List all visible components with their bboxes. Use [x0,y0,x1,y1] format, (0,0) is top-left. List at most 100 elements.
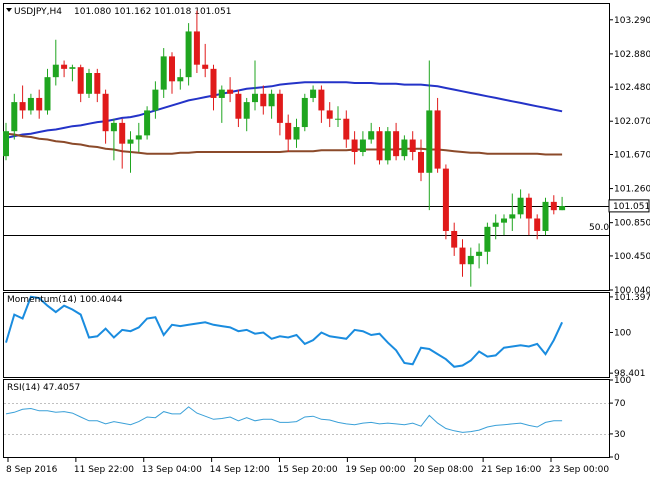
current-price-label: 101.051 [613,202,650,212]
rsi-tick-label: 0 [614,453,620,463]
candle-body [285,122,292,140]
candle-body [525,197,532,219]
candle-body [276,93,283,123]
symbol-label: USDJPY,H4 [14,7,62,17]
candle-body [318,89,325,111]
fib-level-label: 50.0 [589,223,609,233]
candle-body [19,102,26,111]
candle-body [202,64,209,69]
candle-body [77,67,84,94]
candle-body [260,93,267,107]
rsi-tick-label: 70 [614,399,626,409]
momentum-axis-ticks: 101.397 100 98.401 [609,293,650,379]
candle-body [301,97,308,128]
rsi-panel-frame [3,379,610,458]
candle-body [384,131,391,161]
candle-body [550,201,557,211]
candle-body [185,31,192,78]
candle-body [492,222,499,227]
moving-average-slow-line [5,132,563,156]
price-tick-label: 101.260 [614,185,650,195]
candle-body [418,151,424,173]
candle-body [559,206,566,211]
candle-body [119,122,126,144]
rsi-tick-label: 30 [614,430,626,440]
candle-body [442,168,449,231]
candle-body [27,97,34,111]
candle-body [542,201,549,231]
candle-body [127,139,134,144]
candle-body [393,131,400,157]
candle-body [252,93,258,103]
time-tick-label: 8 Sep 2016 [6,465,58,475]
time-tick-label: 13 Sep 04:00 [142,465,202,475]
time-tick-label: 23 Sep 00:00 [549,465,609,475]
price-level-lines [4,206,609,236]
rsi-title: RSI(14) 47.4057 [7,383,80,393]
candle-body [451,230,458,248]
momentum-title: Momentum(14) 100.4044 [7,295,123,305]
candle-body [368,131,375,140]
candle-body [359,139,366,152]
rsi-level-lines [4,403,609,435]
time-tick-label: 11 Sep 22:00 [74,465,134,475]
momentum-tick-label: 101.397 [614,293,650,303]
candle-body [326,110,333,119]
candle-body [61,64,68,69]
price-tick-label: 100.040 [614,286,650,296]
rsi-axis-ticks: 100 70 30 0 [609,376,631,463]
price-tick-label: 102.880 [614,50,650,60]
candle-body [36,97,43,111]
candle-body [94,73,101,94]
price-axis-ticks: 103.290 102.880 102.480 102.070 101.670 101.2… [609,16,650,296]
rsi-line [5,406,563,433]
candlesticks [3,10,566,287]
rsi-series-line [5,406,563,433]
candle-body [135,135,142,140]
current-price-marker: 101.051 [608,199,650,213]
candle-body [3,131,9,157]
time-tick-label: 19 Sep 00:00 [345,465,405,475]
time-tick-label: 14 Sep 12:00 [210,465,270,475]
candle-body [467,255,474,265]
time-tick-label: 21 Sep 16:00 [481,465,541,475]
candle-body [376,131,383,161]
candle-body [268,93,275,107]
price-tick-label: 102.070 [614,117,650,127]
momentum-series-line [5,295,564,368]
time-tick-label: 15 Sep 20:00 [278,465,338,475]
candle-body [177,77,184,82]
candle-body [434,110,441,169]
collapse-triangle-icon[interactable] [6,8,12,12]
price-tick-label: 103.290 [614,16,650,26]
price-tick-label: 100.850 [614,219,650,229]
candle-body [44,77,51,111]
rsi-tick-label: 100 [614,376,631,386]
candle-body [152,89,159,111]
momentum-line [5,295,564,368]
candle-body [160,56,167,90]
candle-body [343,118,350,140]
momentum-tick-label: 100 [614,328,631,338]
candle-body [501,218,507,223]
candle-body [169,56,175,82]
momentum-panel-frame [3,292,610,378]
momentum-tick-label: 98.401 [614,369,646,379]
candle-body [351,139,358,152]
candle-body [517,197,524,215]
candle-body [235,93,242,119]
candle-body [401,139,408,157]
time-tick-label: 20 Sep 08:00 [413,465,473,475]
candle-body [52,64,59,78]
candle-body [310,89,317,98]
candle-body [293,127,300,140]
candle-body [210,68,217,98]
candle-body [484,226,491,252]
candle-body [409,139,416,152]
candle-body [243,102,250,119]
price-tick-label: 100.450 [614,252,650,262]
moving-average-fast-line [5,81,563,139]
